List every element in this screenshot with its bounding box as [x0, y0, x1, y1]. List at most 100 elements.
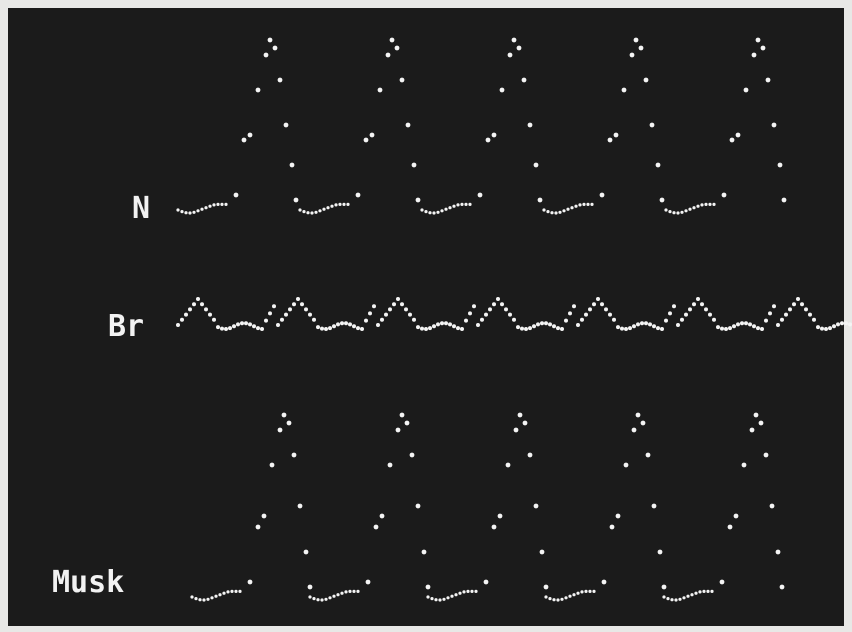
trace-dot	[352, 589, 356, 594]
trace-dot	[248, 322, 252, 327]
trace-dot	[580, 590, 584, 594]
trace-dot	[255, 87, 261, 93]
trace-dot	[306, 211, 310, 215]
trace-dot	[409, 452, 415, 458]
trace-dot	[733, 513, 739, 519]
trace-label: Br	[108, 309, 144, 344]
trace-dot	[700, 302, 704, 307]
trace-dot	[400, 302, 404, 307]
trace-dot	[485, 137, 491, 143]
trace-dot	[438, 598, 442, 602]
trace-dot	[640, 321, 644, 326]
trace-dot	[576, 591, 580, 595]
trace-dot	[504, 307, 508, 312]
trace-dot	[527, 122, 533, 128]
trace-dot	[216, 325, 220, 330]
trace-dot	[491, 524, 497, 530]
trace-dot	[444, 207, 448, 211]
trace-dot	[560, 597, 564, 601]
trace-dot	[601, 579, 607, 585]
trace-dot	[432, 211, 436, 215]
trace-dot	[316, 598, 320, 602]
trace-dot	[389, 37, 395, 43]
trace-dot	[484, 312, 488, 317]
trace-dot	[332, 594, 336, 598]
trace-dot	[281, 412, 287, 418]
trace-dot	[336, 593, 340, 597]
trace-dot	[298, 208, 302, 212]
trace-dot	[399, 77, 405, 83]
trace-dot	[752, 324, 756, 329]
trace-dot	[532, 324, 536, 329]
trace-dot	[399, 412, 405, 418]
trace-dot	[776, 323, 780, 327]
trace-dot	[844, 321, 848, 326]
trace-dot	[648, 322, 652, 327]
trace-dot	[421, 549, 427, 555]
trace-dot	[781, 197, 787, 203]
trace-dot	[436, 210, 440, 214]
trace-dot	[582, 202, 586, 206]
trace-dot	[572, 304, 576, 309]
trace-dot	[570, 206, 574, 210]
trace-dot	[268, 311, 272, 316]
trace-dot	[224, 202, 228, 206]
trace-dot	[628, 326, 632, 331]
trace-dot	[320, 326, 324, 331]
trace-dot	[676, 211, 680, 215]
trace-dot	[286, 420, 292, 426]
trace-dot	[496, 297, 500, 301]
trace-dot	[344, 321, 348, 326]
trace-dot	[188, 211, 192, 215]
trace-dot	[388, 307, 392, 312]
trace-dot	[721, 192, 727, 198]
trace-dot	[848, 322, 852, 327]
trace-dot	[719, 579, 725, 585]
trace-dot	[660, 327, 664, 331]
trace-dot	[624, 327, 628, 331]
trace-dot	[272, 304, 276, 309]
trace-label: Musk	[52, 565, 124, 600]
trace-dot	[276, 323, 280, 327]
trace-dot	[180, 210, 184, 214]
trace-dot	[184, 312, 188, 317]
trace-dot	[680, 317, 684, 322]
trace-dot	[760, 45, 766, 51]
trace-dot	[560, 327, 564, 331]
trace-dot	[415, 503, 421, 509]
trace-dot	[434, 598, 438, 602]
trace-dot	[216, 202, 220, 206]
trace-dot	[303, 549, 309, 555]
trace-dot	[729, 137, 735, 143]
trace-dot	[292, 302, 296, 307]
trace-dot	[387, 462, 393, 468]
trace-dot	[176, 323, 180, 327]
trace-dot	[332, 324, 336, 329]
trace-dot	[314, 210, 318, 214]
trace-dot	[476, 323, 480, 327]
trace-dot	[312, 317, 316, 322]
trace-dot	[304, 307, 308, 312]
trace-dot	[300, 302, 304, 307]
trace-dot	[508, 312, 512, 317]
trace-dot	[344, 590, 348, 594]
trace-dot	[655, 162, 661, 168]
trace-dot	[678, 597, 682, 601]
trace-dot	[190, 595, 194, 599]
trace-dot	[456, 326, 460, 331]
trace-dot	[672, 211, 676, 215]
trace-dot	[720, 326, 724, 331]
trace-dot	[302, 210, 306, 214]
trace-dot	[584, 589, 588, 594]
trace-dot	[507, 52, 513, 58]
trace-dot	[196, 297, 200, 301]
trace-dot	[404, 420, 410, 426]
trace-dot	[533, 503, 539, 509]
trace-dot	[558, 210, 562, 214]
trace-dot	[615, 513, 621, 519]
trace-dot	[621, 87, 627, 93]
trace-dot	[554, 211, 558, 215]
trace-dot	[425, 584, 431, 590]
trace-dot	[690, 593, 694, 597]
